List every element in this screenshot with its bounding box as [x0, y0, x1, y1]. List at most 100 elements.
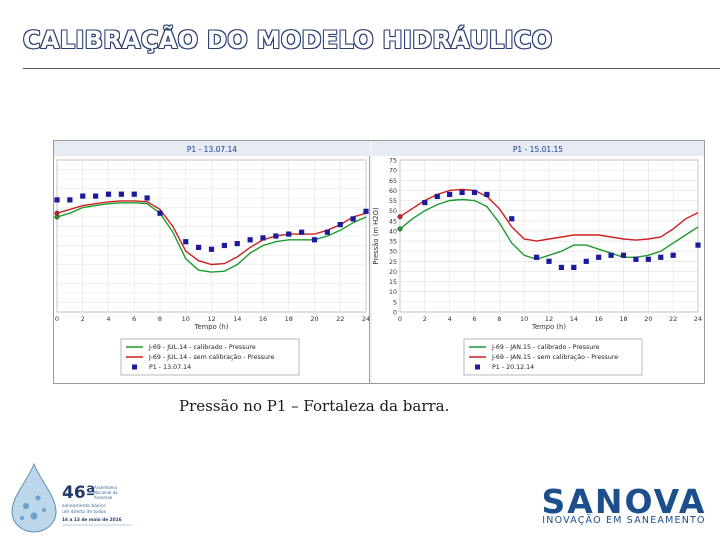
- event-line4: saneamento básico: [62, 502, 106, 509]
- observed-point: [459, 189, 465, 196]
- pressure-chart-january: P1 - 15.01.15051015202530354045505560657…: [372, 141, 704, 376]
- x-tick-label: 16: [259, 315, 267, 323]
- y-tick-label: 15: [389, 279, 397, 286]
- observed-point: [484, 191, 490, 198]
- observed-point: [658, 254, 664, 260]
- observed-point: [311, 237, 318, 243]
- observed-point: [67, 197, 73, 203]
- observed-point: [546, 258, 552, 264]
- legend-entry: P1 - 20.12.14: [492, 364, 534, 371]
- series-start-point: [397, 226, 403, 232]
- chart-panel-july: P1 - 13.07.14051015202530354045505560657…: [54, 141, 370, 383]
- event-logo: 46ª Assembleia Nacional da Assemae sanea…: [8, 462, 136, 534]
- x-tick-label: 12: [545, 315, 553, 323]
- y-axis-label: Pressão (m H2O): [372, 207, 380, 265]
- legend-swatch-marker: [132, 364, 137, 370]
- observed-point: [299, 229, 305, 235]
- legend-entry: P1 - 13.07.14: [149, 364, 191, 371]
- observed-point: [583, 258, 589, 264]
- x-tick-label: 4: [448, 315, 452, 323]
- y-tick-label: 75: [389, 158, 397, 165]
- y-tick-label: 40: [389, 228, 397, 235]
- chart-legend: [120, 338, 300, 376]
- chart-header-band: [372, 141, 704, 156]
- y-tick-label: 35: [389, 239, 397, 246]
- x-tick-label: 6: [132, 315, 136, 323]
- observed-point: [670, 252, 676, 258]
- observed-point: [558, 264, 565, 271]
- x-tick-label: 10: [520, 315, 528, 323]
- x-tick-label: 0: [398, 315, 402, 323]
- observed-point: [324, 229, 330, 235]
- x-tick-label: 18: [285, 315, 293, 323]
- x-tick-label: 10: [182, 315, 190, 323]
- observed-point: [118, 191, 124, 197]
- chart-legend: [463, 338, 643, 376]
- observed-point: [533, 254, 540, 260]
- chart-panel-january: P1 - 15.01.15 0 5 10 15 20 25 30 35 40 45 50 55 60 65 7…: [372, 141, 704, 383]
- legend-entry: J-69 - JUL.14 - sem calibração - Pressur…: [148, 354, 274, 361]
- water-drop-icon: 46ª Assembleia Nacional da Assemae sanea…: [11, 462, 132, 533]
- observed-point: [471, 189, 478, 196]
- observed-point: [434, 193, 440, 200]
- chart-title: P1 - 13.07.14: [187, 145, 237, 154]
- y-tick-label: 30: [389, 249, 397, 256]
- observed-point: [247, 237, 253, 243]
- observed-point: [645, 256, 651, 262]
- series-line-uncalibrated: [399, 188, 699, 242]
- x-tick-label: 22: [669, 315, 677, 323]
- y-tick-label: 70: [389, 168, 397, 175]
- legend-swatch-marker: [475, 364, 480, 370]
- x-axis-label: Tempo (h): [531, 323, 566, 331]
- x-tick-label: 12: [207, 315, 215, 323]
- title-divider: [23, 68, 720, 69]
- observed-point: [695, 242, 701, 248]
- figure-frame: P1 - 13.07.14051015202530354045505560657…: [53, 140, 705, 384]
- x-tick-label: 20: [644, 315, 652, 323]
- x-tick-label: 24: [694, 315, 702, 323]
- legend-entry: J-69 - JAN.15 - sem calibração - Pressur…: [491, 354, 618, 361]
- observed-point: [350, 216, 356, 222]
- observed-point: [286, 231, 292, 237]
- event-line2: Nacional da: [94, 490, 118, 495]
- x-tick-label: 6: [472, 315, 476, 323]
- observed-point: [633, 256, 639, 262]
- x-tick-label: 14: [570, 315, 578, 323]
- series-line-calibrated: [399, 198, 699, 261]
- observed-point: [80, 193, 86, 199]
- observed-point: [596, 254, 602, 260]
- y-tick-label: 45: [389, 218, 397, 225]
- y-tick-label: 60: [389, 188, 397, 195]
- observed-point: [337, 222, 343, 228]
- observed-point: [234, 241, 240, 247]
- observed-point: [196, 244, 202, 250]
- x-tick-label: 22: [336, 315, 344, 323]
- x-tick-label: 0: [55, 315, 59, 323]
- y-tick-label: 20: [389, 269, 397, 276]
- sanova-logo: SANOVA INOVAÇÃO EM SANEAMENTO: [536, 482, 712, 530]
- chart-header-band: [54, 141, 370, 156]
- observed-point: [183, 239, 189, 245]
- event-dates: 16 a 13 de maio de 2016: [62, 517, 122, 523]
- x-tick-label: 18: [619, 315, 627, 323]
- observed-point: [571, 264, 577, 271]
- observed-point: [208, 246, 215, 252]
- observed-point: [422, 199, 428, 206]
- brand-name: SANOVA: [541, 482, 707, 521]
- x-tick-label: 2: [81, 315, 85, 323]
- observed-point: [260, 235, 266, 241]
- chart-title: P1 - 15.01.15: [513, 145, 563, 154]
- pressure-chart-july: P1 - 13.07.14051015202530354045505560657…: [54, 141, 370, 376]
- observed-point: [131, 191, 137, 197]
- x-tick-label: 24: [362, 315, 370, 323]
- y-tick-label: 10: [389, 289, 397, 296]
- x-tick-label: 8: [497, 315, 501, 323]
- observed-point: [54, 197, 60, 203]
- observed-point: [509, 216, 515, 222]
- x-tick-label: 20: [310, 315, 318, 323]
- observed-point: [620, 252, 627, 258]
- x-axis-label: Tempo (h): [193, 323, 228, 331]
- y-tick-label: 0: [393, 310, 397, 317]
- observed-point: [447, 191, 453, 198]
- x-tick-label: 8: [158, 315, 162, 323]
